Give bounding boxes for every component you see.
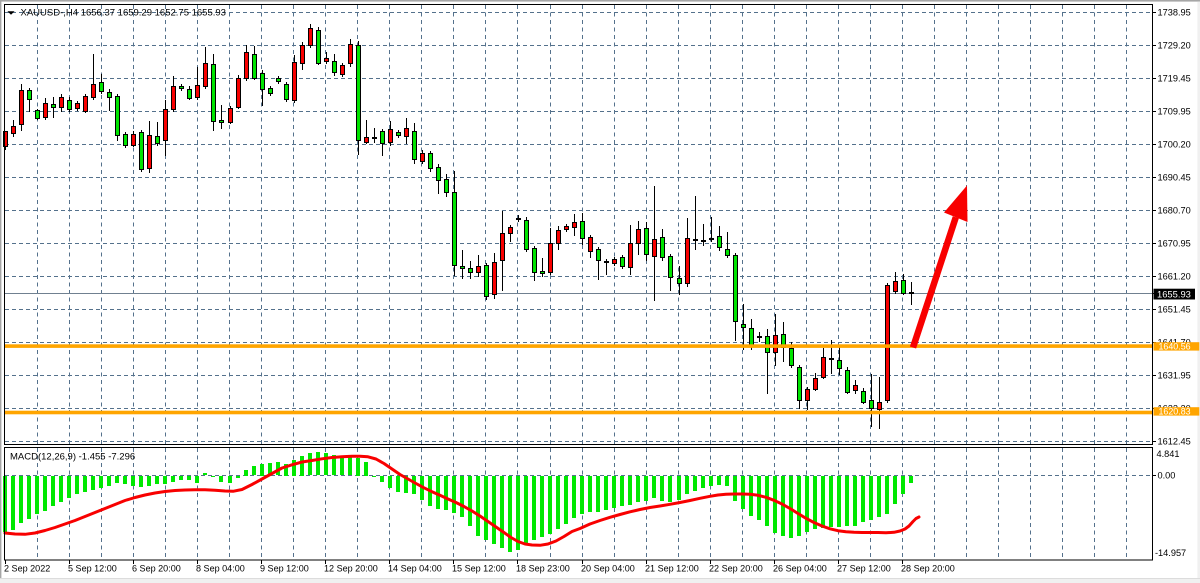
svg-text:1729.20: 1729.20 — [1158, 40, 1191, 50]
svg-text:0.00: 0.00 — [1158, 471, 1176, 481]
svg-text:1620.83: 1620.83 — [1159, 406, 1191, 416]
svg-text:2 Sep 2022: 2 Sep 2022 — [4, 564, 50, 574]
svg-text:21 Sep 12:00: 21 Sep 12:00 — [645, 564, 699, 574]
svg-text:1661.20: 1661.20 — [1158, 271, 1191, 281]
svg-text:15 Sep 12:00: 15 Sep 12:00 — [452, 564, 506, 574]
svg-text:1709.95: 1709.95 — [1158, 106, 1191, 116]
svg-text:1690.45: 1690.45 — [1158, 172, 1191, 182]
svg-text:20 Sep 04:00: 20 Sep 04:00 — [581, 564, 635, 574]
svg-text:1670.95: 1670.95 — [1158, 238, 1191, 248]
svg-text:22 Sep 20:00: 22 Sep 20:00 — [709, 564, 763, 574]
svg-text:5 Sep 12:00: 5 Sep 12:00 — [68, 564, 117, 574]
svg-text:26 Sep 04:00: 26 Sep 04:00 — [773, 564, 827, 574]
svg-text:4.841: 4.841 — [1157, 449, 1180, 459]
svg-text:6 Sep 20:00: 6 Sep 20:00 — [132, 564, 181, 574]
svg-text:1738.95: 1738.95 — [1158, 7, 1191, 17]
svg-text:1631.95: 1631.95 — [1158, 370, 1191, 380]
svg-text:8 Sep 04:00: 8 Sep 04:00 — [196, 564, 245, 574]
svg-text:12 Sep 20:00: 12 Sep 20:00 — [324, 564, 378, 574]
svg-text:27 Sep 12:00: 27 Sep 12:00 — [837, 564, 891, 574]
svg-text:18 Sep 23:00: 18 Sep 23:00 — [516, 564, 570, 574]
svg-text:MACD(12,26,9) -1.455 -7.296: MACD(12,26,9) -1.455 -7.296 — [10, 451, 135, 462]
svg-text:1719.45: 1719.45 — [1158, 73, 1191, 83]
svg-text:1700.20: 1700.20 — [1158, 139, 1191, 149]
svg-text:-14.957: -14.957 — [1155, 548, 1186, 558]
svg-text:14 Sep 04:00: 14 Sep 04:00 — [388, 564, 442, 574]
svg-text:1612.45: 1612.45 — [1158, 436, 1191, 446]
svg-text:1680.70: 1680.70 — [1158, 205, 1191, 215]
svg-text:28 Sep 20:00: 28 Sep 20:00 — [901, 564, 955, 574]
svg-text:1651.45: 1651.45 — [1158, 304, 1191, 314]
svg-text:9 Sep 12:00: 9 Sep 12:00 — [260, 564, 309, 574]
svg-text:1655.93: 1655.93 — [1157, 289, 1191, 300]
svg-text:1640.56: 1640.56 — [1159, 341, 1191, 351]
svg-text:XAUUSD-,H4 1656.37 1659.29 165: XAUUSD-,H4 1656.37 1659.29 1652.75 1655.… — [21, 8, 226, 19]
